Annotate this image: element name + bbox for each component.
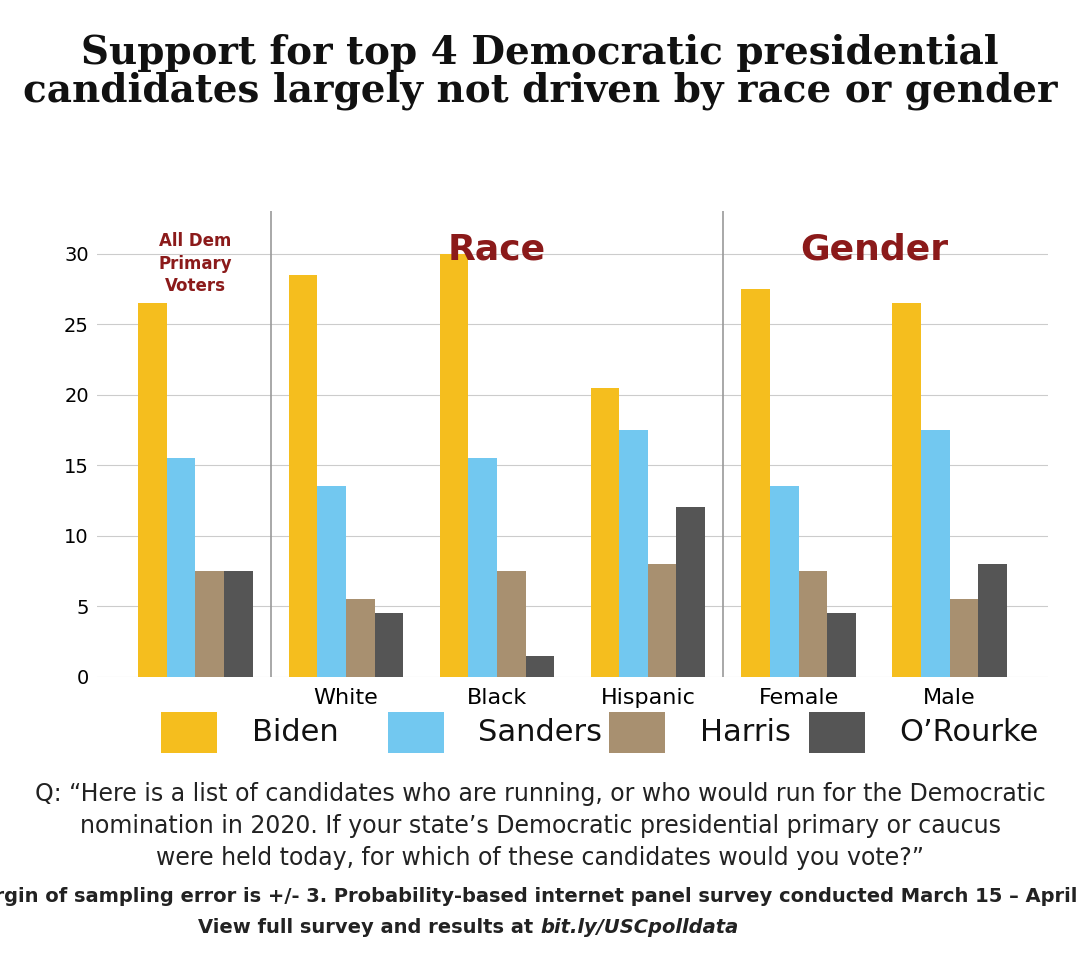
Text: were held today, for which of these candidates would you vote?”: were held today, for which of these cand… xyxy=(156,846,924,870)
Bar xyxy=(346,599,375,677)
Bar xyxy=(318,487,346,677)
Bar xyxy=(892,303,921,677)
Bar xyxy=(469,458,497,677)
Bar xyxy=(799,571,827,677)
Text: Q: “Here is a list of candidates who are running, or who would run for the Democ: Q: “Here is a list of candidates who are… xyxy=(35,782,1045,806)
Bar xyxy=(526,656,554,677)
Bar xyxy=(921,430,949,677)
Text: Support for top 4 Democratic presidential: Support for top 4 Democratic presidentia… xyxy=(81,34,999,72)
Text: Biden: Biden xyxy=(252,718,338,747)
Bar xyxy=(648,564,676,677)
Text: All Dem
Primary
Voters: All Dem Primary Voters xyxy=(159,232,232,295)
Text: Gender: Gender xyxy=(800,232,948,266)
Bar xyxy=(591,388,619,677)
Text: Margin of sampling error is +/- 3. Probability-based internet panel survey condu: Margin of sampling error is +/- 3. Proba… xyxy=(0,887,1080,906)
Text: bit.ly/USCpolldata: bit.ly/USCpolldata xyxy=(540,918,739,937)
Text: Race: Race xyxy=(448,232,546,266)
Bar xyxy=(195,571,224,677)
Bar xyxy=(440,253,469,677)
Text: candidates largely not driven by race or gender: candidates largely not driven by race or… xyxy=(23,72,1057,110)
Bar xyxy=(288,275,318,677)
Bar xyxy=(619,430,648,677)
Bar xyxy=(741,289,770,677)
Text: Sanders: Sanders xyxy=(478,718,603,747)
Text: View full survey and results at: View full survey and results at xyxy=(198,918,540,937)
Bar xyxy=(676,508,705,677)
Bar xyxy=(827,613,856,677)
Bar xyxy=(949,599,978,677)
Bar xyxy=(497,571,526,677)
Text: Harris: Harris xyxy=(700,718,791,747)
Bar xyxy=(166,458,195,677)
Bar xyxy=(770,487,799,677)
Text: nomination in 2020. If your state’s Democratic presidential primary or caucus: nomination in 2020. If your state’s Demo… xyxy=(80,814,1000,838)
Bar xyxy=(224,571,253,677)
Bar xyxy=(978,564,1007,677)
Text: O’Rourke: O’Rourke xyxy=(900,718,1039,747)
Bar xyxy=(375,613,404,677)
Bar xyxy=(138,303,166,677)
